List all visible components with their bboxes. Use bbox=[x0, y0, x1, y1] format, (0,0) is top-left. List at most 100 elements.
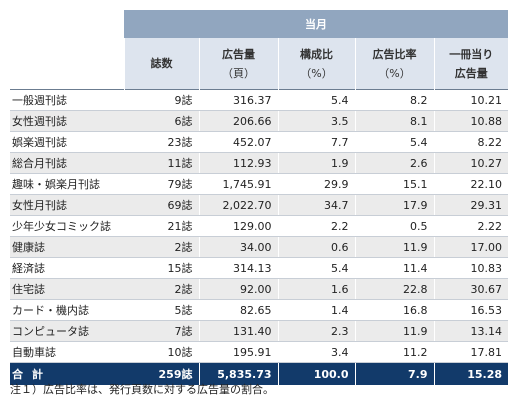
cell-category: 一般週刊誌 bbox=[10, 89, 124, 111]
cell-share: 2.3 bbox=[277, 320, 355, 342]
table-row: 趣味・娯楽月刊誌 79誌 1,745.91 29.9 15.1 22.10 bbox=[10, 173, 509, 195]
cell-per-issue: 29.31 bbox=[433, 194, 509, 216]
cell-pages: 316.37 bbox=[198, 89, 278, 111]
cell-share: 1.6 bbox=[277, 278, 355, 300]
table-row: コンピュータ誌 7誌 131.40 2.3 11.9 13.14 bbox=[10, 320, 509, 342]
cell-ad-ratio: 2.6 bbox=[354, 152, 434, 174]
cell-category: 女性月刊誌 bbox=[10, 194, 124, 216]
table-body: 一般週刊誌 9誌 316.37 5.4 8.2 10.21 女性週刊誌 6誌 206.66 3.5… bbox=[10, 89, 509, 385]
cell-count: 5誌 bbox=[124, 299, 199, 321]
column-header-share: 構成比 （%） bbox=[277, 38, 355, 90]
column-header-line2: （頁） bbox=[222, 66, 255, 80]
column-header-line2: （%） bbox=[300, 66, 333, 80]
column-header-count: 誌数 bbox=[123, 38, 199, 90]
cell-pages: 452.07 bbox=[198, 131, 278, 153]
column-header-line2: （%） bbox=[378, 66, 411, 80]
cell-pages: 206.66 bbox=[198, 110, 278, 132]
cell-count: 23誌 bbox=[124, 131, 199, 153]
cell-per-issue: 22.10 bbox=[433, 173, 509, 195]
cell-pages: 195.91 bbox=[198, 341, 278, 363]
cell-count: 2誌 bbox=[124, 278, 199, 300]
cell-category: カード・機内誌 bbox=[10, 299, 124, 321]
cell-share: 2.2 bbox=[277, 215, 355, 237]
cell-per-issue: 10.27 bbox=[433, 152, 509, 174]
column-header-line1: 一冊当り bbox=[449, 47, 494, 61]
table-row: 少年少女コミック誌 21誌 129.00 2.2 0.5 2.22 bbox=[10, 215, 509, 237]
table-row: 娯楽週刊誌 23誌 452.07 7.7 5.4 8.22 bbox=[10, 131, 509, 153]
total-cell-share: 100.0 bbox=[277, 362, 355, 385]
cell-count: 15誌 bbox=[124, 257, 199, 279]
total-cell-count: 259誌 bbox=[124, 362, 199, 385]
total-cell-ad-ratio: 7.9 bbox=[354, 362, 434, 385]
cell-per-issue: 8.22 bbox=[433, 131, 509, 153]
table-row: 総合月刊誌 11誌 112.93 1.9 2.6 10.27 bbox=[10, 152, 509, 174]
cell-pages: 112.93 bbox=[198, 152, 278, 174]
cell-category: 少年少女コミック誌 bbox=[10, 215, 124, 237]
header-blank-cell bbox=[10, 38, 124, 90]
total-cell-pages: 5,835.73 bbox=[198, 362, 278, 385]
column-header-line1: 広告量 bbox=[222, 47, 255, 61]
cell-pages: 129.00 bbox=[198, 215, 278, 237]
cell-share: 1.4 bbox=[277, 299, 355, 321]
cell-pages: 92.00 bbox=[198, 278, 278, 300]
cell-category: 自動車誌 bbox=[10, 341, 124, 363]
cell-ad-ratio: 8.2 bbox=[354, 89, 434, 111]
cell-pages: 1,745.91 bbox=[198, 173, 278, 195]
total-row: 合計 259誌 5,835.73 100.0 7.9 15.28 bbox=[10, 362, 509, 385]
cell-count: 21誌 bbox=[124, 215, 199, 237]
cell-count: 6誌 bbox=[124, 110, 199, 132]
column-header-pages: 広告量 （頁） bbox=[198, 38, 278, 90]
cell-per-issue: 30.67 bbox=[433, 278, 509, 300]
column-header-line1: 構成比 bbox=[300, 47, 333, 61]
column-header-line1: 広告比率 bbox=[372, 47, 417, 61]
cell-ad-ratio: 0.5 bbox=[354, 215, 434, 237]
cell-share: 3.5 bbox=[277, 110, 355, 132]
table-row: 女性月刊誌 69誌 2,022.70 34.7 17.9 29.31 bbox=[10, 194, 509, 216]
cell-share: 5.4 bbox=[277, 89, 355, 111]
cell-ad-ratio: 22.8 bbox=[354, 278, 434, 300]
cell-ad-ratio: 11.9 bbox=[354, 320, 434, 342]
cell-count: 10誌 bbox=[124, 341, 199, 363]
cell-share: 0.6 bbox=[277, 236, 355, 258]
cell-count: 9誌 bbox=[124, 89, 199, 111]
cell-category: 住宅誌 bbox=[10, 278, 124, 300]
cell-share: 7.7 bbox=[277, 131, 355, 153]
table-row: 住宅誌 2誌 92.00 1.6 22.8 30.67 bbox=[10, 278, 509, 300]
footnote: 注１）広告比率は、発行頁数に対する広告量の割合。 bbox=[10, 383, 274, 396]
cell-category: 総合月刊誌 bbox=[10, 152, 124, 174]
column-header-per-issue: 一冊当り 広告量 bbox=[433, 38, 509, 90]
cell-per-issue: 17.00 bbox=[433, 236, 509, 258]
table-row: 女性週刊誌 6誌 206.66 3.5 8.1 10.88 bbox=[10, 110, 509, 132]
cell-share: 29.9 bbox=[277, 173, 355, 195]
cell-ad-ratio: 11.4 bbox=[354, 257, 434, 279]
table-row: 自動車誌 10誌 195.91 3.4 11.2 17.81 bbox=[10, 341, 509, 363]
cell-count: 69誌 bbox=[124, 194, 199, 216]
cell-pages: 34.00 bbox=[198, 236, 278, 258]
total-label-part-a: 合 bbox=[12, 368, 23, 381]
cell-per-issue: 10.83 bbox=[433, 257, 509, 279]
cell-ad-ratio: 8.1 bbox=[354, 110, 434, 132]
header-column-row: 誌数 広告量 （頁） 構成比 （%） 広告比率 （%） 一冊当り 広告量 bbox=[10, 38, 509, 90]
cell-pages: 314.13 bbox=[198, 257, 278, 279]
cell-count: 7誌 bbox=[124, 320, 199, 342]
cell-pages: 2,022.70 bbox=[198, 194, 278, 216]
table-row: 一般週刊誌 9誌 316.37 5.4 8.2 10.21 bbox=[10, 89, 509, 111]
cell-pages: 131.40 bbox=[198, 320, 278, 342]
total-label: 合計 bbox=[10, 362, 124, 385]
table-row: カード・機内誌 5誌 82.65 1.4 16.8 16.53 bbox=[10, 299, 509, 321]
cell-per-issue: 16.53 bbox=[433, 299, 509, 321]
cell-per-issue: 2.22 bbox=[433, 215, 509, 237]
cell-category: 健康誌 bbox=[10, 236, 124, 258]
cell-share: 5.4 bbox=[277, 257, 355, 279]
cell-per-issue: 17.81 bbox=[433, 341, 509, 363]
column-header-line1: 誌数 bbox=[150, 57, 173, 70]
cell-ad-ratio: 11.9 bbox=[354, 236, 434, 258]
column-header-ad-ratio: 広告比率 （%） bbox=[354, 38, 434, 90]
total-label-part-b: 計 bbox=[32, 368, 43, 381]
cell-category: 娯楽週刊誌 bbox=[10, 131, 124, 153]
header-group-row: 当月 bbox=[10, 10, 509, 38]
cell-ad-ratio: 16.8 bbox=[354, 299, 434, 321]
cell-ad-ratio: 11.2 bbox=[354, 341, 434, 363]
cell-share: 1.9 bbox=[277, 152, 355, 174]
cell-category: 女性週刊誌 bbox=[10, 110, 124, 132]
